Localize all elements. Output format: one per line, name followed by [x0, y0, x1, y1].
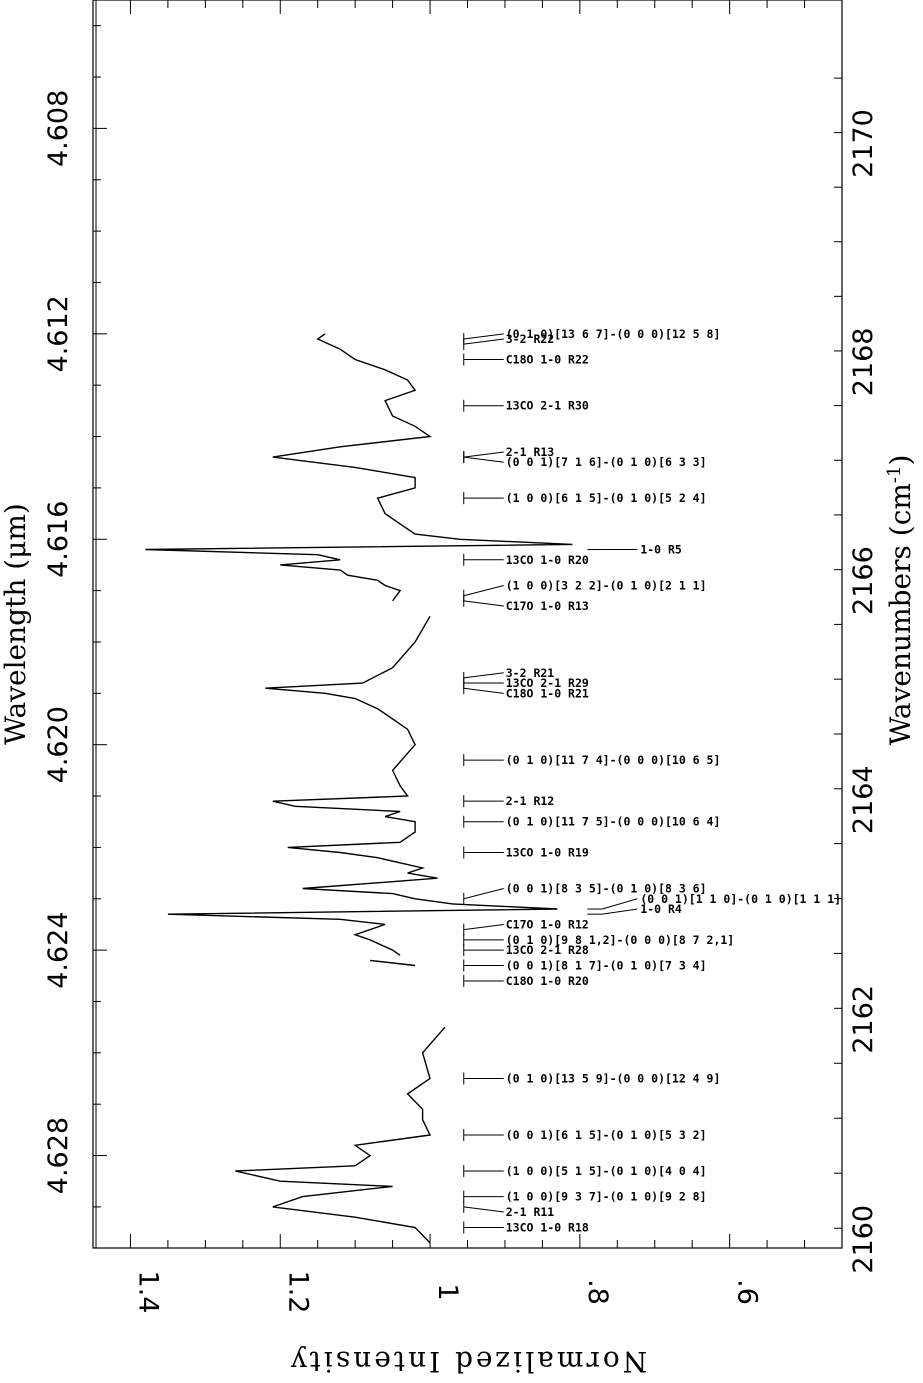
spectrum-segment [235, 1026, 446, 1244]
line-label: 3-2 R21 [506, 666, 555, 680]
line-marker [463, 338, 504, 345]
line-label: 13CO 1-0 R18 [506, 1220, 589, 1234]
line-label: 13CO 2-1 R29 [506, 676, 589, 690]
line-label: (1 0 0)[6 1 5]-(0 1 0)[5 2 4] [506, 491, 707, 505]
line-label: (0 0 1)[8 3 5]-(0 1 0)[8 3 6] [506, 881, 707, 895]
wavenumber-tick-label: 2160 [848, 1205, 879, 1274]
intensity-tick-label: .6 [732, 1279, 763, 1305]
line-marker-leader [602, 898, 638, 910]
line-label: (1 0 0)[5 1 5]-(0 1 0)[4 0 4] [506, 1164, 707, 1178]
spectrum-trace [145, 333, 573, 1244]
wavenumber-axis: 2170 2168 2166 2164 2162 2160 [834, 77, 879, 1274]
line-label: C17O 1-0 R12 [506, 917, 589, 931]
line-identifications: (0 1 0)[13 6 7]-(0 0 0)[12 5 8]3-2 R22 C1… [463, 327, 841, 1234]
plot-border [92, 0, 843, 1249]
line-marker [463, 1206, 504, 1213]
wavelength-axis: 4.608 4.612 4.616 4.620 4.624 4.628 [43, 25, 107, 1208]
line-label: 2-1 R13 [506, 445, 555, 459]
line-marker [463, 584, 504, 597]
intensity-axis: 1.4 1.2 1 .8 .6 [129, 0, 806, 1314]
line-label: (0 0 1)[6 1 5]-(0 1 0)[5 3 2] [506, 1128, 707, 1142]
line-label: 1-0 R4 [640, 902, 682, 916]
line-label: (0 0 1)[1 1 0]-(0 1 0)[1 1 1] [640, 892, 841, 906]
wavenumber-axis-title: Wavenumbers (cm-1) [884, 455, 917, 746]
line-label: 2-1 R11 [506, 1205, 555, 1219]
line-marker [463, 687, 504, 694]
line-label: C17O 1-0 R13 [506, 599, 589, 613]
intensity-tick-label: 1.2 [282, 1271, 313, 1314]
spectrum-segment [370, 959, 416, 967]
wavelength-tick-label: 4.612 [43, 295, 74, 372]
line-label: (0 1 0)[11 7 5]-(0 0 0)[10 6 4] [506, 815, 721, 829]
line-label: (0 1 0)[9 8 1,2]-(0 0 0)[8 7 2,1] [506, 933, 734, 947]
line-label: 13CO 2-1 R28 [506, 943, 589, 957]
line-marker [463, 600, 504, 607]
wavelength-tick-label: 4.628 [43, 1117, 74, 1194]
line-label: 1-0 R5 [640, 543, 682, 557]
line-label: C18O 1-0 R21 [506, 686, 589, 700]
line-label: 13CO 1-0 R19 [506, 846, 589, 860]
line-marker [463, 333, 504, 340]
wavenumber-tick-label: 2166 [848, 546, 879, 615]
intensity-tick-label: 1 [432, 1283, 463, 1300]
line-label: 13CO 2-1 R30 [506, 399, 589, 413]
line-marker [463, 672, 504, 679]
line-marker-leader [602, 908, 638, 915]
line-label: (0 0 1)[7 1 6]-(0 1 0)[6 3 3] [506, 455, 707, 469]
wavenumber-tick-label: 2170 [848, 109, 879, 178]
line-marker [463, 923, 504, 931]
line-marker [463, 888, 504, 900]
line-label: 3-2 R22 [506, 332, 554, 346]
line-label: (0 0 1)[8 1 7]-(0 1 0)[7 3 4] [506, 959, 707, 973]
line-label: (1 0 0)[9 3 7]-(0 1 0)[9 2 8] [506, 1190, 707, 1204]
wavelength-tick-label: 4.608 [43, 90, 74, 167]
line-label: (1 0 0)[3 2 2]-(0 1 0)[2 1 1] [506, 578, 707, 592]
spectrum-segment [167, 615, 558, 956]
line-label: 13CO 1-0 R20 [506, 553, 589, 567]
line-label: (0 1 0)[13 5 9]-(0 0 0)[12 4 9] [506, 1072, 721, 1086]
spectrum-segment [145, 333, 573, 602]
x-axis-title: Normalized Intensity [288, 1345, 647, 1378]
intensity-tick-label: .8 [582, 1279, 613, 1305]
plot-frame [92, 0, 843, 1249]
wavelength-tick-label: 4.616 [43, 501, 74, 578]
wavelength-axis-title: Wavelength (μm) [0, 503, 32, 745]
line-label: (0 1 0)[11 7 4]-(0 0 0)[10 6 5] [506, 753, 721, 767]
wavelength-tick-label: 4.620 [43, 706, 74, 783]
line-label: (0 1 0)[13 6 7]-(0 0 0)[12 5 8] [506, 327, 721, 341]
line-label: 2-1 R12 [506, 794, 554, 808]
wavenumber-tick-label: 2162 [848, 985, 879, 1054]
wavelength-tick-label: 4.624 [43, 911, 74, 988]
line-label: C18O 1-0 R20 [506, 974, 589, 988]
line-marker [463, 451, 504, 458]
line-label: C18O 1-0 R22 [506, 353, 589, 367]
line-marker [463, 456, 504, 463]
wavenumber-tick-label: 2164 [848, 765, 879, 834]
intensity-tick-label: 1.4 [132, 1271, 163, 1314]
wavenumber-tick-label: 2168 [848, 328, 879, 397]
